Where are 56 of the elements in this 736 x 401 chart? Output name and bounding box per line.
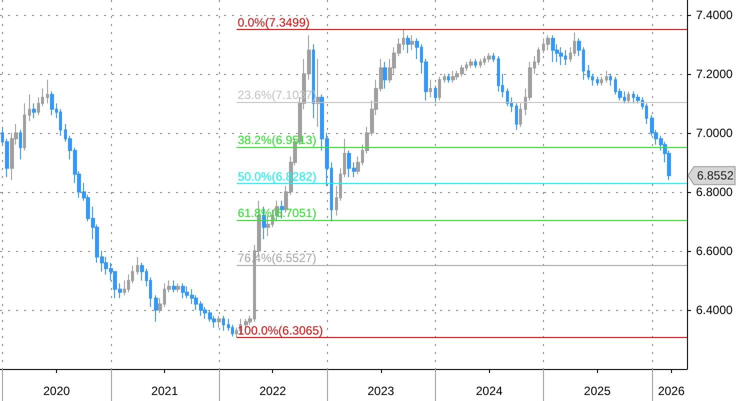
x-tick-label: 2020 [43,384,70,398]
candlestick [515,102,518,130]
ref-line-label: 100.0%(6.3065) [238,324,324,338]
candlestick [154,294,158,322]
ref-line-label: 0.0%(7.3499) [238,16,310,30]
y-tick-label: 6.4000 [696,302,734,317]
candlestick [32,102,36,119]
candlestick [443,73,446,84]
candlestick [600,76,603,86]
candlestick [217,315,221,328]
candlestick [469,58,473,68]
candlestick [438,76,441,101]
candlestick [551,34,555,62]
candlestick [492,52,495,62]
candlestick [546,34,550,51]
x-tick-label: 2023 [367,384,394,398]
candlestick [474,58,477,68]
candlestick [434,85,437,104]
candlestick [479,58,482,68]
y-tick-label: 7.2000 [696,66,734,81]
candlestick [447,73,450,84]
candlestick [559,46,563,66]
candlestick [596,76,599,86]
candlestick [176,282,180,293]
y-tick-label: 7.4000 [696,8,734,22]
y-tick-label: 6.6000 [696,244,734,258]
candlestick [383,61,387,90]
ref-line-label: 50.0%(6.8282) [238,170,316,184]
candlestick [429,79,432,98]
candlestick [28,94,31,122]
candlestick [222,315,225,332]
x-tick-label: 2022 [259,384,286,398]
candlestick [605,70,608,84]
candlestick [451,70,455,84]
candlestick [627,91,630,104]
candlestick [519,102,522,128]
candlestick [609,73,612,86]
candlestick [406,34,410,54]
candlestick [181,282,185,299]
x-tick-label: 2024 [476,384,503,398]
text: 6.8552 [697,168,734,183]
y-tick-label: 6.8000 [696,184,734,199]
ref-line-label: 38.2%(6.9513) [238,133,316,148]
y-tick-label: 7.0000 [696,126,734,140]
candlestick [172,280,176,293]
candlestick [410,34,414,51]
candlestick [136,256,139,276]
candlestick [23,102,26,152]
x-tick-label: 2025 [584,384,611,398]
candlestick [316,58,320,128]
candlestick [487,52,491,62]
candlestick [50,91,54,116]
x-tick-label: 2021 [151,384,178,398]
candlestick [19,129,22,160]
x-tick-label: 2026 [658,384,685,398]
candlestick [46,79,49,104]
